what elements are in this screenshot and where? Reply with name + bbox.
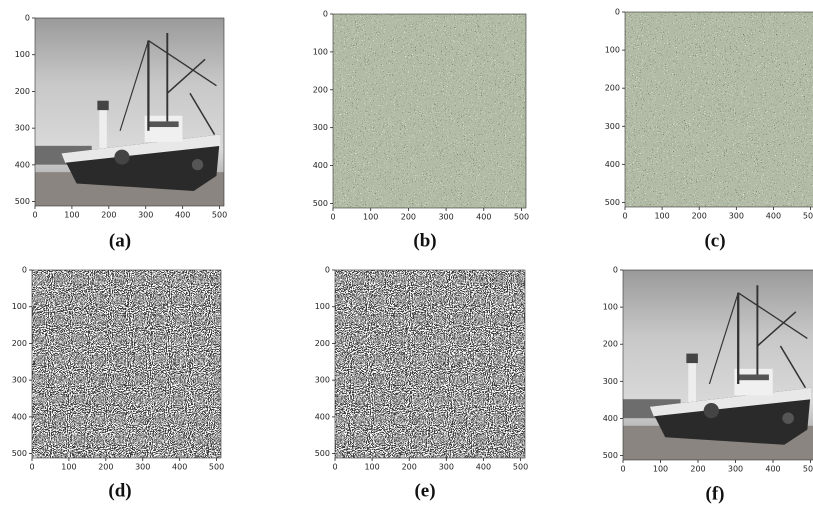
x-tick-label: 200 [401,213,416,222]
image [335,270,525,458]
image [625,12,813,207]
y-tick-label: 400 [605,160,620,169]
y-tick-label: 0 [323,10,328,19]
x-tick-label: 0 [622,212,627,221]
y-tick-label: 200 [12,339,27,348]
y-tick-label: 400 [603,414,618,423]
x-tick-label: 400 [175,211,190,220]
caption: (f) [706,483,725,504]
axes-frame [334,269,526,459]
x-tick-label: 0 [332,463,337,472]
y-tick-label: 500 [605,198,620,207]
caption: (a) [109,230,131,251]
x-tick-label: 0 [29,463,34,472]
y-tick-label: 100 [603,303,618,312]
y-tick-label: 0 [25,14,30,23]
y-tick-label: 300 [12,376,27,385]
y-tick-label: 200 [15,87,30,96]
x-tick-label: 300 [135,463,150,472]
y-tick-label: 0 [22,266,27,275]
image [333,14,526,208]
y-tick-label: 500 [603,451,618,460]
y-tick-label: 400 [15,160,30,169]
caption: (d) [108,480,131,501]
x-tick-label: 200 [402,463,417,472]
axes-frame [332,13,527,209]
x-tick-label: 500 [803,465,813,474]
y-tick-label: 500 [315,449,330,458]
x-tick-label: 500 [513,463,528,472]
x-tick-label: 300 [438,213,453,222]
y-tick-label: 100 [313,47,328,56]
x-tick-label: 300 [138,211,153,220]
x-tick-label: 100 [364,463,379,472]
caption: (c) [704,230,725,251]
y-tick-label: 300 [315,376,330,385]
image [621,268,813,462]
x-tick-label: 0 [32,211,37,220]
x-tick-label: 500 [209,463,224,472]
caption: (b) [413,230,436,251]
y-tick-label: 200 [603,340,618,349]
x-tick-label: 400 [765,465,780,474]
y-tick-label: 300 [603,377,618,386]
x-tick-label: 100 [64,211,79,220]
y-tick-label: 100 [315,302,330,311]
x-tick-label: 200 [690,465,705,474]
x-tick-label: 300 [728,465,743,474]
x-tick-label: 0 [330,213,335,222]
image [33,16,226,208]
x-tick-label: 400 [766,212,781,221]
y-tick-label: 100 [12,302,27,311]
x-tick-label: 100 [653,465,668,474]
axes-frame [622,269,813,461]
axes-frame [624,11,813,208]
x-tick-label: 400 [476,463,491,472]
y-tick-label: 200 [605,84,620,93]
x-tick-label: 300 [729,212,744,221]
y-tick-label: 100 [15,50,30,59]
x-tick-label: 500 [514,213,529,222]
x-tick-label: 500 [212,211,227,220]
x-tick-label: 500 [803,212,813,221]
y-tick-label: 100 [605,46,620,55]
y-tick-label: 200 [315,339,330,348]
x-tick-label: 100 [61,463,76,472]
y-tick-label: 200 [313,85,328,94]
x-tick-label: 0 [620,465,625,474]
y-tick-label: 0 [613,266,618,275]
y-tick-label: 400 [12,412,27,421]
x-tick-label: 400 [172,463,187,472]
y-tick-label: 0 [325,266,330,275]
y-tick-label: 400 [313,161,328,170]
image [32,270,221,458]
caption: (e) [414,480,435,501]
x-tick-label: 200 [101,211,116,220]
x-tick-label: 400 [476,213,491,222]
axes-frame [31,269,222,459]
x-tick-label: 200 [98,463,113,472]
y-tick-label: 400 [315,412,330,421]
x-tick-label: 200 [692,212,707,221]
y-tick-label: 300 [313,123,328,132]
y-tick-label: 300 [15,124,30,133]
axes-frame [34,17,225,207]
y-tick-label: 500 [313,199,328,208]
y-tick-label: 300 [605,122,620,131]
x-tick-label: 100 [654,212,669,221]
y-tick-label: 500 [15,197,30,206]
x-tick-label: 300 [439,463,454,472]
y-tick-label: 0 [615,8,620,17]
y-tick-label: 500 [12,449,27,458]
x-tick-label: 100 [363,213,378,222]
